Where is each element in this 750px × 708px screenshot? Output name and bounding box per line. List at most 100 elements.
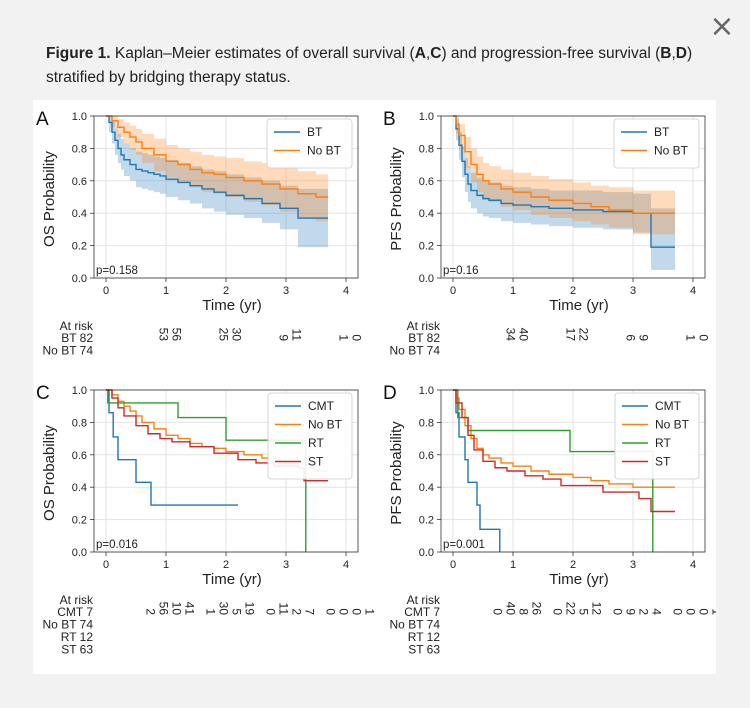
y-tick-label: 0.6 [72, 176, 87, 188]
legend-label: ST [655, 455, 671, 469]
risk-table-value: 10 [170, 602, 184, 616]
risk-table-value: 1 [684, 334, 698, 341]
y-tick-label: 0.2 [72, 515, 87, 527]
x-tick-label: 3 [283, 559, 289, 571]
risk-table-value: 30 [217, 602, 231, 616]
legend-label: CMT [308, 399, 335, 413]
risk-table-value: 6 [624, 334, 638, 341]
risk-table-value: 0 [697, 608, 711, 615]
caption-text: , [425, 45, 431, 62]
risk-table-value: 12 [590, 602, 604, 616]
risk-table-value: 9 [277, 334, 291, 341]
legend-label: ST [308, 455, 324, 469]
km-curve-bt [106, 115, 328, 219]
km-curve-st [453, 389, 675, 513]
x-tick-label: 4 [343, 285, 349, 297]
figure-panel: A 0.0 0.2 0.4 0.6 0.8 1.0 0 1 2 3 4 Time (yr) OS Prob… [33, 100, 724, 674]
risk-table-value: 40 [517, 328, 531, 342]
x-axis-label: Time (yr) [202, 297, 261, 314]
p-value: p=0.158 [96, 265, 138, 277]
risk-table-value: 4 [650, 608, 664, 615]
y-tick-label: 0.8 [419, 143, 434, 155]
risk-table-value: 30 [230, 328, 244, 342]
risk-table-value: 2 [637, 608, 651, 615]
x-axis-label: Time (yr) [549, 571, 608, 588]
risk-table-value: 22 [577, 328, 591, 342]
legend-label: No BT [307, 144, 342, 158]
ci-band-no-bt [106, 116, 328, 222]
close-icon[interactable]: × [709, 9, 735, 44]
p-value: p=0.016 [96, 539, 138, 551]
risk-table-title: At risk [60, 319, 94, 333]
y-tick-label: 1.0 [72, 111, 87, 123]
risk-table-value: 9 [637, 334, 651, 341]
y-tick-label: 0.6 [419, 450, 434, 462]
risk-table-value: 11 [277, 603, 291, 616]
risk-table-value: 0 [551, 608, 565, 615]
caption-ref: D [675, 45, 687, 62]
x-tick-label: 2 [570, 559, 576, 571]
x-tick-label: 1 [510, 559, 516, 571]
risk-table-value: 1 [363, 608, 377, 615]
legend-label: No BT [655, 418, 690, 432]
risk-table-value: 0 [350, 608, 364, 615]
y-tick-label: 0.0 [72, 547, 87, 559]
y-tick-label: 0.8 [72, 417, 87, 429]
risk-table-row-label: CMT 7 [57, 605, 93, 619]
panel-label: B [383, 109, 396, 130]
km-curve-no-bt [453, 115, 675, 214]
risk-table-value: 0 [611, 608, 625, 615]
panel-label: C [36, 383, 50, 404]
risk-table-value: 0 [697, 334, 711, 341]
x-tick-label: 3 [283, 285, 289, 297]
risk-table-value: 41 [183, 602, 197, 616]
risk-table-value: 8 [517, 608, 531, 615]
panel-label: D [383, 383, 397, 404]
x-tick-label: 2 [570, 285, 576, 297]
risk-table-value: 0 [264, 608, 278, 615]
risk-table-value: 2 [144, 608, 158, 615]
risk-table-row-label: No BT 74 [390, 344, 441, 358]
km-curve-bt [453, 115, 675, 248]
x-tick-label: 4 [690, 559, 696, 571]
y-tick-label: 0.8 [72, 143, 87, 155]
legend-label: BT [307, 125, 323, 139]
p-value: p=0.16 [443, 265, 479, 277]
risk-table-value: 7 [303, 608, 317, 615]
risk-table-row-label: No BT 74 [43, 618, 94, 632]
figure-label: Figure 1. [46, 45, 111, 62]
y-tick-label: 0.4 [419, 208, 434, 220]
x-tick-label: 0 [450, 285, 456, 297]
y-tick-label: 0.6 [72, 450, 87, 462]
km-curve-no-bt [106, 115, 328, 198]
risk-table-value: 0 [491, 608, 505, 615]
y-tick-label: 1.0 [72, 385, 87, 397]
caption-ref: B [660, 45, 672, 62]
ci-band-no-bt [453, 116, 675, 235]
y-axis-label: OS Probability [41, 151, 58, 247]
risk-table-title: At risk [407, 319, 441, 333]
x-tick-label: 0 [103, 559, 109, 571]
risk-table-row-label: BT 82 [408, 331, 440, 345]
y-tick-label: 0.2 [419, 241, 434, 253]
risk-table-value: 40 [504, 602, 518, 616]
y-tick-label: 0.0 [419, 273, 434, 285]
y-tick-label: 0.4 [72, 208, 87, 220]
risk-table-value: 0 [337, 608, 351, 615]
x-tick-label: 1 [163, 285, 169, 297]
y-tick-label: 1.0 [419, 111, 434, 123]
risk-table-title: At risk [407, 593, 441, 607]
km-curve-no-bt [453, 389, 675, 488]
y-tick-label: 0.0 [72, 273, 87, 285]
y-axis-label: PFS Probability [388, 421, 405, 525]
risk-table-value: 2 [290, 608, 304, 615]
risk-table-value: 9 [624, 608, 638, 615]
y-tick-label: 0.2 [419, 515, 434, 527]
legend-label: BT [654, 125, 670, 139]
legend-label: No BT [654, 144, 689, 158]
x-tick-label: 3 [630, 285, 636, 297]
caption-ref: A [414, 45, 426, 62]
risk-table-row-label: BT 82 [61, 331, 93, 345]
